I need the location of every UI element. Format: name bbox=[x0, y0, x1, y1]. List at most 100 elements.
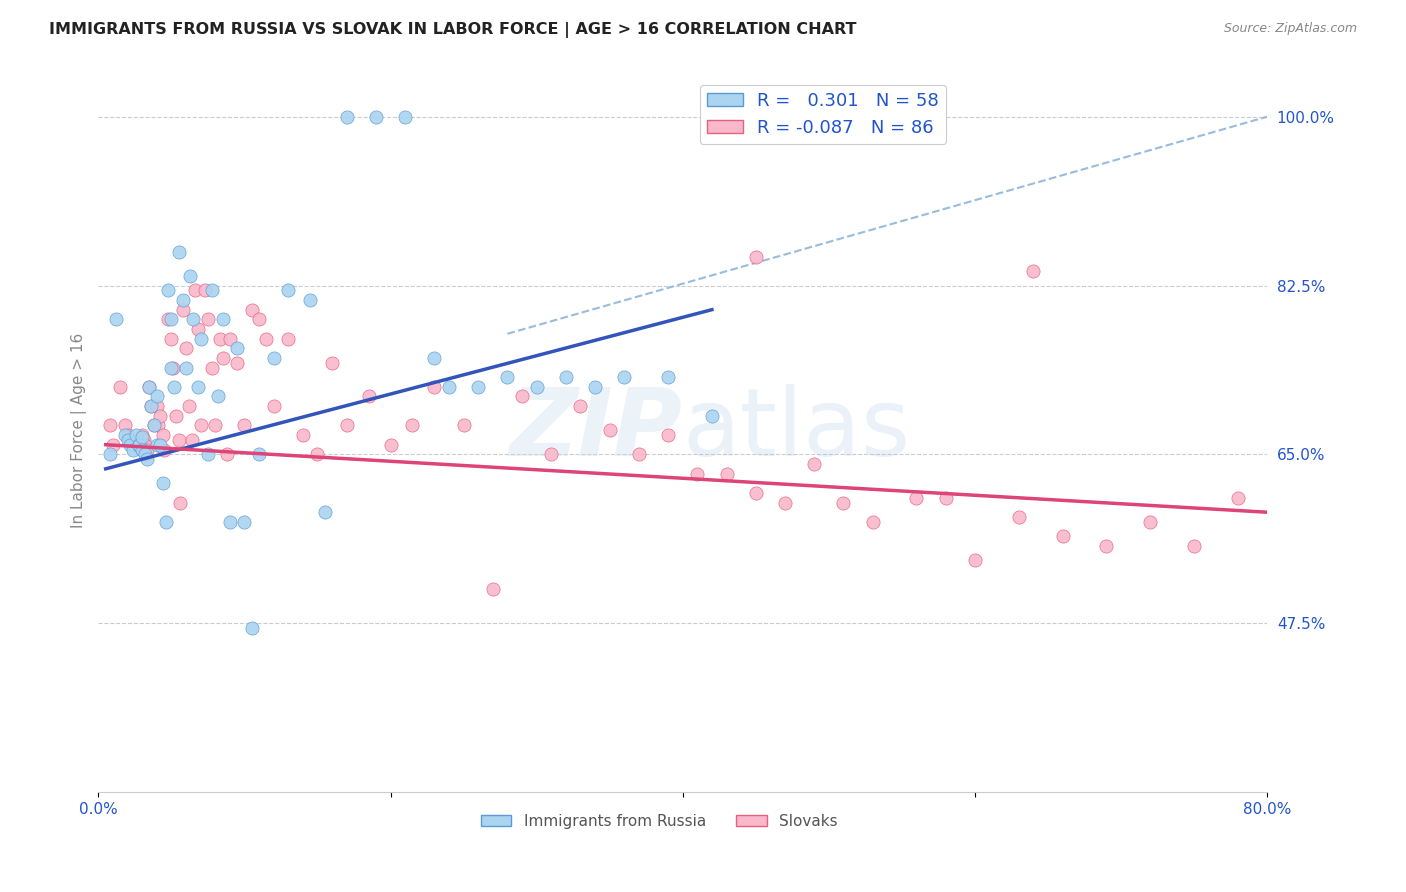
Point bbox=[169, 495, 191, 509]
Point bbox=[526, 380, 548, 394]
Point bbox=[1095, 539, 1118, 553]
Point bbox=[453, 418, 475, 433]
Point bbox=[167, 433, 190, 447]
Text: ZIP: ZIP bbox=[510, 384, 683, 476]
Point bbox=[114, 418, 136, 433]
Point bbox=[437, 380, 460, 394]
Point bbox=[394, 110, 416, 124]
Point bbox=[149, 409, 172, 423]
Point bbox=[104, 312, 127, 326]
Point bbox=[134, 438, 156, 452]
Point bbox=[1315, 563, 1337, 577]
Point bbox=[146, 438, 169, 452]
Point bbox=[277, 284, 299, 298]
Point bbox=[467, 380, 489, 394]
Point bbox=[101, 438, 124, 452]
Point bbox=[1022, 264, 1045, 278]
Y-axis label: In Labor Force | Age > 16: In Labor Force | Age > 16 bbox=[72, 333, 87, 528]
Point bbox=[263, 351, 285, 365]
Point bbox=[122, 442, 145, 457]
Point bbox=[380, 438, 402, 452]
Point bbox=[148, 418, 170, 433]
Point bbox=[152, 428, 174, 442]
Point bbox=[177, 399, 200, 413]
Point bbox=[1182, 539, 1205, 553]
Point bbox=[157, 284, 180, 298]
Point bbox=[131, 430, 153, 444]
Point bbox=[716, 467, 738, 481]
Point bbox=[401, 418, 423, 433]
Point bbox=[423, 351, 446, 365]
Point bbox=[226, 341, 249, 355]
Point bbox=[357, 389, 380, 403]
Point bbox=[803, 457, 825, 471]
Point bbox=[240, 302, 263, 317]
Point bbox=[218, 332, 240, 346]
Point bbox=[160, 312, 183, 326]
Point bbox=[599, 423, 621, 437]
Point bbox=[142, 418, 165, 433]
Point bbox=[935, 491, 957, 505]
Point bbox=[139, 399, 162, 413]
Point bbox=[583, 380, 606, 394]
Point bbox=[627, 447, 650, 461]
Point bbox=[124, 438, 146, 452]
Point bbox=[197, 312, 219, 326]
Point bbox=[364, 110, 387, 124]
Legend: Immigrants from Russia, Slovaks: Immigrants from Russia, Slovaks bbox=[475, 808, 844, 835]
Point bbox=[233, 418, 256, 433]
Point bbox=[162, 360, 184, 375]
Point bbox=[139, 399, 162, 413]
Point bbox=[160, 360, 183, 375]
Point bbox=[165, 409, 187, 423]
Point bbox=[110, 380, 132, 394]
Point bbox=[277, 332, 299, 346]
Point bbox=[190, 332, 212, 346]
Point bbox=[181, 312, 204, 326]
Point bbox=[167, 244, 190, 259]
Point bbox=[127, 438, 149, 452]
Point bbox=[1052, 529, 1074, 543]
Point bbox=[125, 428, 148, 442]
Point bbox=[155, 515, 177, 529]
Point bbox=[163, 380, 186, 394]
Point bbox=[218, 515, 240, 529]
Point bbox=[138, 380, 160, 394]
Point bbox=[247, 312, 270, 326]
Point bbox=[569, 399, 592, 413]
Point bbox=[179, 268, 201, 283]
Text: IMMIGRANTS FROM RUSSIA VS SLOVAK IN LABOR FORCE | AGE > 16 CORRELATION CHART: IMMIGRANTS FROM RUSSIA VS SLOVAK IN LABO… bbox=[49, 22, 856, 38]
Point bbox=[862, 515, 884, 529]
Point bbox=[134, 447, 156, 461]
Point bbox=[263, 399, 285, 413]
Point bbox=[117, 433, 139, 447]
Point bbox=[207, 389, 229, 403]
Point bbox=[211, 351, 233, 365]
Point bbox=[215, 447, 238, 461]
Point bbox=[128, 438, 150, 452]
Point bbox=[172, 293, 194, 307]
Point bbox=[152, 476, 174, 491]
Point bbox=[131, 428, 153, 442]
Point bbox=[321, 356, 343, 370]
Point bbox=[1139, 515, 1161, 529]
Point bbox=[128, 438, 150, 452]
Point bbox=[160, 332, 183, 346]
Point bbox=[832, 495, 855, 509]
Point bbox=[120, 433, 142, 447]
Point bbox=[496, 370, 519, 384]
Text: Source: ZipAtlas.com: Source: ZipAtlas.com bbox=[1223, 22, 1357, 36]
Point bbox=[117, 428, 139, 442]
Point bbox=[254, 332, 277, 346]
Point bbox=[291, 428, 314, 442]
Point bbox=[700, 409, 723, 423]
Point bbox=[247, 447, 270, 461]
Point bbox=[174, 360, 197, 375]
Point bbox=[510, 389, 533, 403]
Point bbox=[745, 250, 768, 264]
Point bbox=[194, 284, 217, 298]
Point bbox=[138, 380, 160, 394]
Point bbox=[135, 452, 157, 467]
Point bbox=[187, 380, 209, 394]
Point bbox=[201, 284, 224, 298]
